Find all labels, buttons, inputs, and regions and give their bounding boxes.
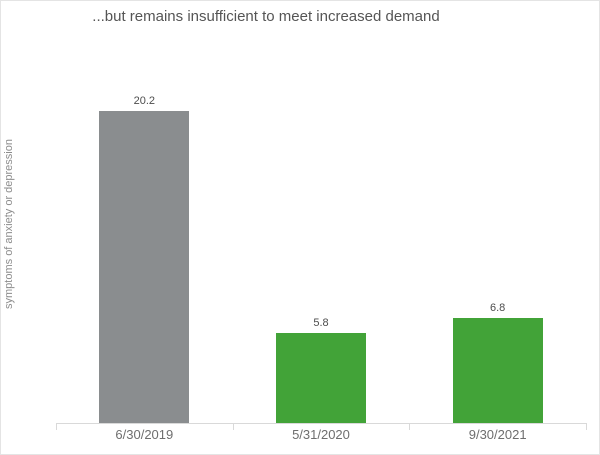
x-axis-tick xyxy=(56,423,57,430)
x-axis-tick xyxy=(232,423,234,430)
chart-title: ...but remains insufficient to meet incr… xyxy=(92,8,440,25)
x-axis-tick xyxy=(409,423,411,430)
x-tick-label: 9/30/2021 xyxy=(468,427,527,442)
x-axis-tick xyxy=(586,423,587,430)
bar-value-label: 20.2 xyxy=(133,95,156,107)
x-tick-label: 6/30/2019 xyxy=(115,427,174,442)
bar-value-label: 5.8 xyxy=(313,317,329,329)
bar-5-31-2020 xyxy=(276,333,366,423)
bar-9-30-2021 xyxy=(452,318,543,423)
x-axis-line xyxy=(56,423,587,424)
bar-6-30-2019 xyxy=(99,111,190,423)
bar-value-label: 6.8 xyxy=(490,302,506,314)
x-tick-label: 5/31/2020 xyxy=(292,427,350,442)
